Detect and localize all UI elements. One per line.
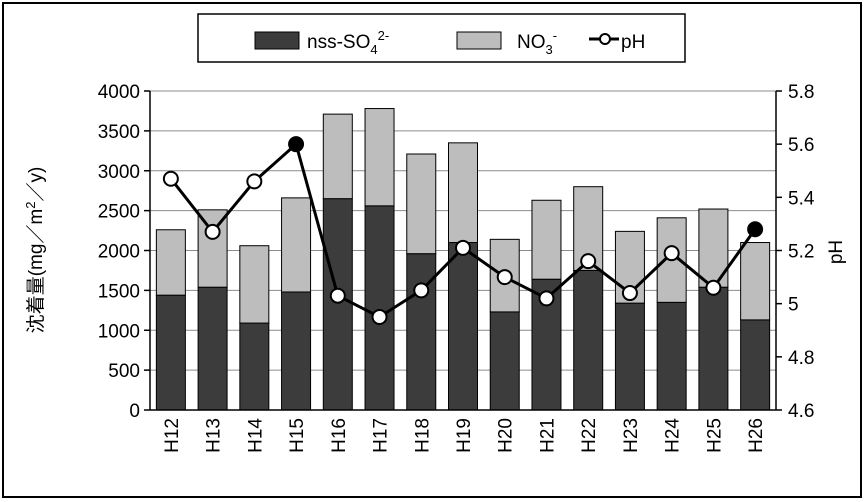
y-tick-label: 2500 bbox=[98, 202, 140, 223]
y-tick-label: 2000 bbox=[98, 242, 140, 263]
x-tick-label: H25 bbox=[704, 418, 725, 453]
legend-swatch-nss-so4 bbox=[254, 31, 300, 50]
y2-tick-label: 5.8 bbox=[788, 82, 814, 103]
x-tick-label: H23 bbox=[621, 418, 642, 453]
y-tick-label: 1000 bbox=[98, 321, 140, 342]
y-tick-label: 3000 bbox=[98, 162, 140, 183]
bar-nss-so4-H26 bbox=[740, 319, 771, 411]
ph-point-H22 bbox=[580, 253, 597, 270]
tick-labels: 0 500 1000 1500 2000 2500 3000 3500 4000 4.6 4.8 5 5… bbox=[98, 82, 815, 453]
y2-axis-title: pH bbox=[826, 240, 847, 264]
y2-tick-label: 5 bbox=[788, 295, 799, 316]
x-tick-label: H20 bbox=[496, 418, 517, 453]
bar-no3-H26 bbox=[740, 242, 771, 321]
ph-point-H25 bbox=[705, 279, 722, 296]
bar-no3-H14 bbox=[239, 245, 270, 324]
bar-nss-so4-H18 bbox=[406, 253, 437, 411]
ph-point-H21 bbox=[538, 290, 555, 307]
y-tick-label: 1500 bbox=[98, 281, 140, 302]
x-tick-label: H17 bbox=[371, 418, 392, 453]
x-tick-label: H19 bbox=[454, 418, 475, 453]
bar-no3-H17 bbox=[364, 108, 395, 207]
ph-point-H17 bbox=[371, 308, 388, 325]
legend-marker-ph bbox=[599, 33, 611, 45]
bar-nss-so4-H22 bbox=[573, 269, 604, 411]
x-tick-label: H18 bbox=[412, 418, 433, 453]
x-tick-label: H13 bbox=[204, 418, 225, 453]
x-tick-label: H21 bbox=[537, 418, 558, 453]
ph-point-H24 bbox=[663, 245, 680, 262]
y2-tick-label: 5.2 bbox=[788, 242, 814, 263]
ph-point-H20 bbox=[496, 269, 513, 286]
bar-nss-so4-H14 bbox=[239, 322, 270, 411]
bar-nss-so4-H19 bbox=[448, 242, 478, 411]
bar-no3-H19 bbox=[448, 142, 478, 244]
y-tick-label: 3500 bbox=[98, 122, 140, 143]
bar-nss-so4-H17 bbox=[364, 205, 395, 411]
ph-point-H23 bbox=[621, 285, 638, 302]
axes bbox=[144, 90, 782, 411]
y-tick-label: 0 bbox=[129, 401, 140, 422]
legend-label-ph: pH bbox=[621, 32, 645, 53]
legend-label-no3: NO3- bbox=[517, 28, 557, 57]
bar-no3-H15 bbox=[281, 197, 312, 293]
ph-line bbox=[162, 136, 764, 325]
x-tick-label: H15 bbox=[287, 418, 308, 453]
x-tick-label: H24 bbox=[663, 418, 684, 453]
y2-tick-label: 4.8 bbox=[788, 348, 814, 369]
x-tick-label: H16 bbox=[329, 418, 350, 453]
bar-no3-H21 bbox=[531, 199, 562, 280]
y-tick-label: 500 bbox=[108, 361, 140, 382]
x-tick-label: H26 bbox=[746, 418, 767, 453]
bar-no3-H16 bbox=[322, 113, 353, 200]
bar-no3-H12 bbox=[155, 229, 186, 296]
bar-nss-so4-H24 bbox=[656, 301, 687, 411]
legend-label-nss-so4: nss-SO42- bbox=[307, 28, 389, 57]
y2-tick-label: 5.4 bbox=[788, 188, 815, 209]
ph-point-H19 bbox=[455, 239, 471, 256]
ph-point-H18 bbox=[413, 282, 430, 299]
ph-point-H16 bbox=[329, 287, 346, 304]
y-tick-label: 4000 bbox=[98, 82, 140, 103]
y2-tick-label: 4.6 bbox=[788, 401, 814, 422]
bar-no3-H18 bbox=[406, 153, 437, 255]
bar-nss-so4-H25 bbox=[698, 286, 729, 411]
bar-nss-so4-H12 bbox=[155, 294, 186, 411]
x-tick-label: H12 bbox=[162, 418, 183, 453]
y2-tick-label: 5.6 bbox=[788, 135, 814, 156]
x-tick-label: H22 bbox=[579, 418, 600, 453]
bar-nss-so4-H23 bbox=[614, 302, 645, 411]
legend-swatch-no3 bbox=[456, 31, 502, 50]
ph-point-H13 bbox=[204, 223, 221, 240]
bar-nss-so4-H16 bbox=[322, 198, 353, 411]
ph-point-H12 bbox=[162, 170, 179, 187]
bar-no3-H13 bbox=[197, 209, 228, 288]
y-axis-title: 沈着量(mg／m2／y) bbox=[23, 167, 47, 334]
bar-nss-so4-H20 bbox=[489, 311, 520, 411]
bar-nss-so4-H15 bbox=[281, 291, 312, 411]
bar-nss-so4-H13 bbox=[197, 286, 228, 411]
ph-point-H26 bbox=[747, 221, 764, 238]
legend: nss-SO42- NO3- pH bbox=[197, 13, 686, 63]
x-tick-label: H14 bbox=[245, 418, 266, 453]
ph-point-H15 bbox=[288, 136, 305, 153]
ph-point-H14 bbox=[246, 173, 263, 190]
